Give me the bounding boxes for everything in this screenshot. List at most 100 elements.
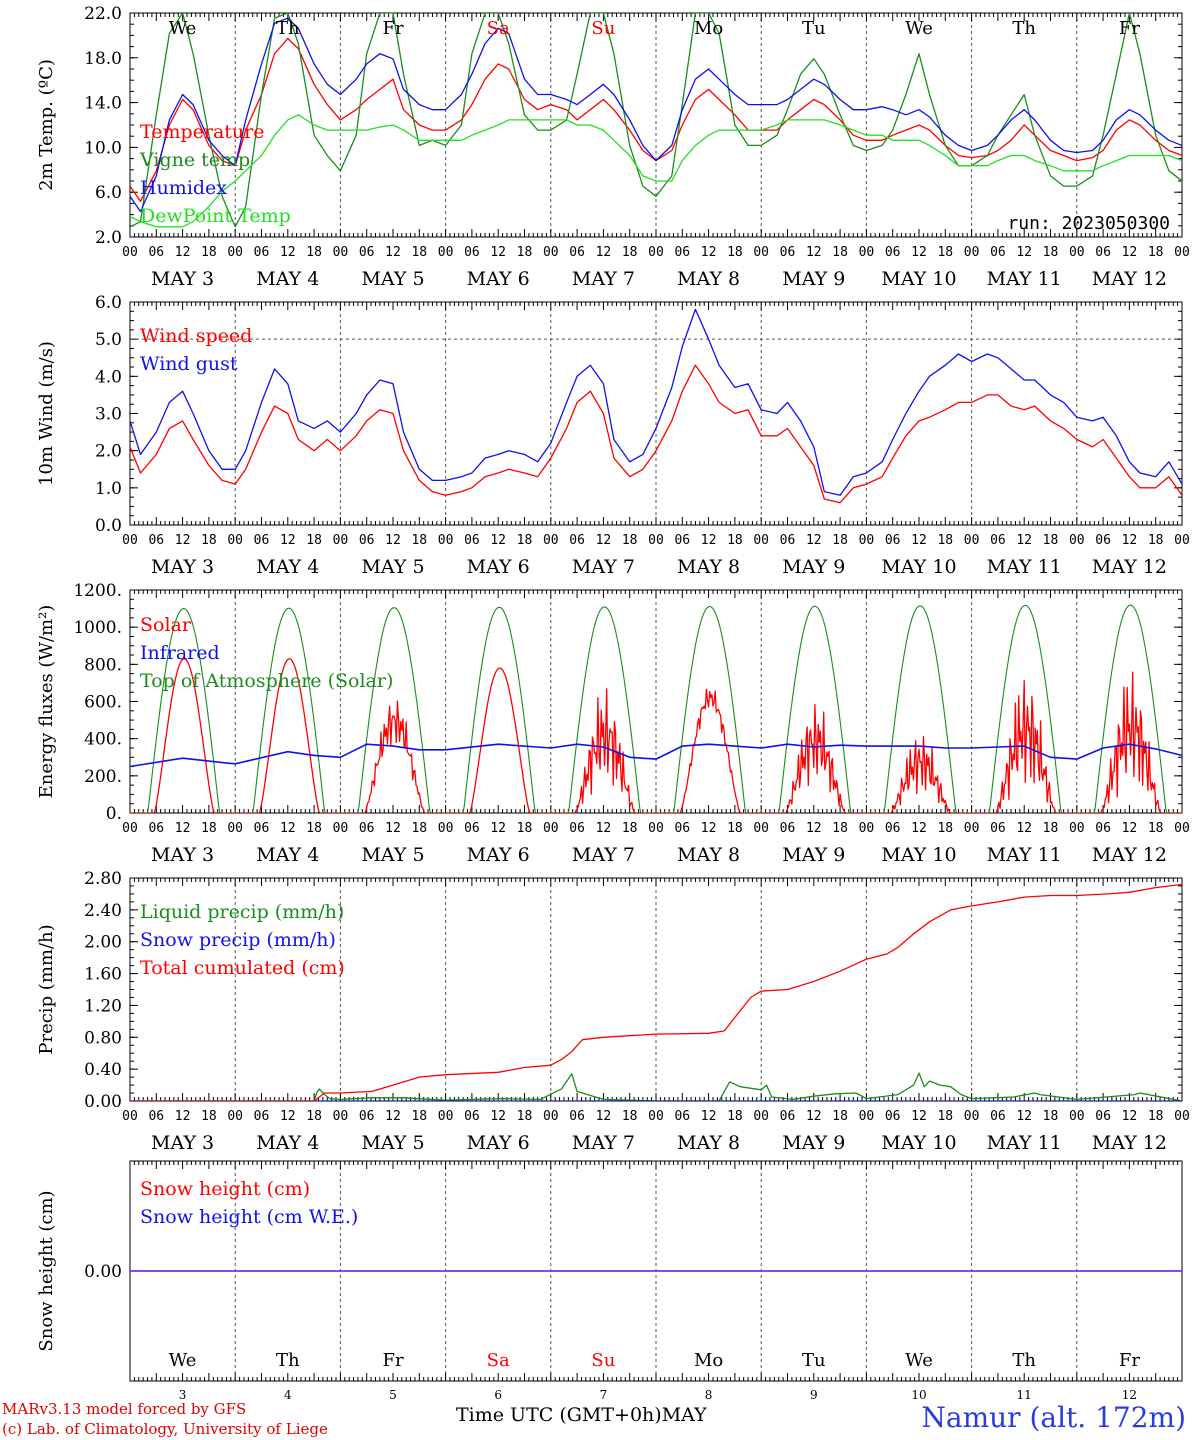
y-tick-label: 400. (84, 730, 122, 750)
x-hour-label: 00 (648, 821, 664, 836)
total-cumulated-cm-curve (130, 883, 1182, 1101)
toa-solar-curve (656, 605, 762, 813)
x-day-label: MAY 7 (572, 1132, 635, 1154)
x-hour-label: 18 (622, 533, 638, 548)
legend-entry: Wind speed (140, 325, 252, 347)
x-hour-label: 06 (1095, 1109, 1111, 1124)
day-number-label: 4 (284, 1388, 292, 1402)
x-hour-label: 00 (438, 245, 454, 260)
legend-entry: Liquid precip (mm/h) (140, 901, 344, 923)
x-hour-label: 12 (385, 533, 401, 548)
solar-curve (971, 679, 1077, 813)
y-tick-label: 2.40 (84, 901, 122, 921)
x-hour-label: 06 (885, 245, 901, 260)
x-hour-label: 18 (1043, 533, 1059, 548)
x-hour-label: 12 (596, 1109, 612, 1124)
x-hour-label: 06 (359, 821, 375, 836)
x-hour-label: 18 (411, 533, 427, 548)
day-number-label: 10 (911, 1388, 926, 1402)
x-hour-label: 06 (464, 533, 480, 548)
y-tick-label: 200. (84, 767, 122, 787)
x-hour-label: 00 (333, 821, 349, 836)
x-hour-label: 00 (1174, 245, 1190, 260)
x-hour-label: 18 (306, 1109, 322, 1124)
x-day-label: MAY 6 (467, 556, 530, 578)
x-hour-label: 00 (227, 245, 243, 260)
x-hour-label: 06 (674, 245, 690, 260)
day-number-label: 9 (810, 1388, 818, 1402)
x-day-label: MAY 10 (881, 1132, 956, 1154)
y-tick-label: 0.40 (84, 1060, 122, 1080)
y-tick-label: 2.80 (84, 869, 122, 889)
x-hour-label: 18 (306, 533, 322, 548)
weekday-label-bottom: We (169, 1350, 197, 1371)
toa-solar-curve (971, 604, 1077, 813)
x-hour-label: 18 (727, 821, 743, 836)
day-number-label: 5 (389, 1388, 397, 1402)
month-label: MAY (661, 1404, 707, 1426)
x-hour-label: 06 (148, 1109, 164, 1124)
x-hour-label: 18 (1148, 821, 1164, 836)
x-day-label: MAY 4 (256, 556, 319, 578)
y-tick-label: 10.0 (84, 138, 122, 158)
x-hour-label: 00 (1069, 245, 1085, 260)
x-hour-label: 00 (227, 533, 243, 548)
liquid-precip-mm-h-curve (130, 1072, 1182, 1101)
x-hour-label: 06 (569, 533, 585, 548)
x-hour-label: 12 (701, 245, 717, 260)
y-tick-label: 2.0 (95, 228, 122, 248)
y-tick-label: 1200. (73, 581, 122, 601)
x-hour-label: 12 (175, 821, 191, 836)
x-hour-label: 06 (464, 245, 480, 260)
x-hour-label: 00 (543, 821, 559, 836)
x-hour-label: 12 (490, 533, 506, 548)
x-hour-label: 06 (148, 533, 164, 548)
y-tick-label: 0.00 (84, 1092, 122, 1112)
x-hour-label: 00 (438, 1109, 454, 1124)
x-hour-label: 18 (517, 245, 533, 260)
x-hour-label: 12 (701, 1109, 717, 1124)
weekday-label-bottom: We (905, 1350, 933, 1371)
x-hour-label: 06 (990, 533, 1006, 548)
x-hour-label: 06 (254, 1109, 270, 1124)
x-hour-label: 00 (964, 1109, 980, 1124)
x-hour-label: 00 (333, 245, 349, 260)
x-day-label: MAY 12 (1092, 844, 1167, 866)
x-hour-label: 00 (964, 821, 980, 836)
day-number-label: 7 (600, 1388, 608, 1402)
x-hour-label: 00 (648, 533, 664, 548)
legend-entry: Temperature (140, 121, 264, 143)
weekday-label-top: We (169, 18, 197, 39)
x-hour-label: 18 (411, 1109, 427, 1124)
solar-curve (130, 658, 236, 813)
x-day-label: MAY 6 (467, 1132, 530, 1154)
legend-entry: Snow height (cm W.E.) (140, 1206, 358, 1228)
x-hour-label: 12 (596, 533, 612, 548)
solar-curve (866, 735, 972, 813)
y-tick-label: 1000. (73, 618, 122, 638)
x-hour-label: 12 (490, 1109, 506, 1124)
humidex-curve (130, 17, 1182, 213)
y-tick-label: 3.0 (95, 405, 122, 425)
x-hour-label: 18 (517, 533, 533, 548)
x-hour-label: 06 (359, 245, 375, 260)
x-hour-label: 18 (727, 245, 743, 260)
y-tick-label: 600. (84, 693, 122, 713)
weekday-label-top: We (905, 18, 933, 39)
x-hour-label: 18 (201, 533, 217, 548)
x-hour-label: 18 (1148, 1109, 1164, 1124)
x-hour-label: 00 (1174, 1109, 1190, 1124)
y-axis-label: Energy fluxes (W/m²) (36, 605, 57, 799)
x-hour-label: 06 (569, 821, 585, 836)
x-day-label: MAY 12 (1092, 1132, 1167, 1154)
x-hour-label: 18 (622, 245, 638, 260)
x-day-label: MAY 8 (677, 844, 740, 866)
x-day-label: MAY 9 (782, 556, 845, 578)
x-hour-label: 12 (385, 1109, 401, 1124)
x-hour-label: 06 (359, 1109, 375, 1124)
toa-solar-curve (130, 608, 236, 813)
x-hour-label: 18 (937, 245, 953, 260)
x-day-label: MAY 11 (987, 556, 1062, 578)
y-tick-label: 800. (84, 655, 122, 675)
panel-3: 0. 200. 400. 600. 800. 1000. 1200. Energy fluxe… (36, 581, 1190, 866)
